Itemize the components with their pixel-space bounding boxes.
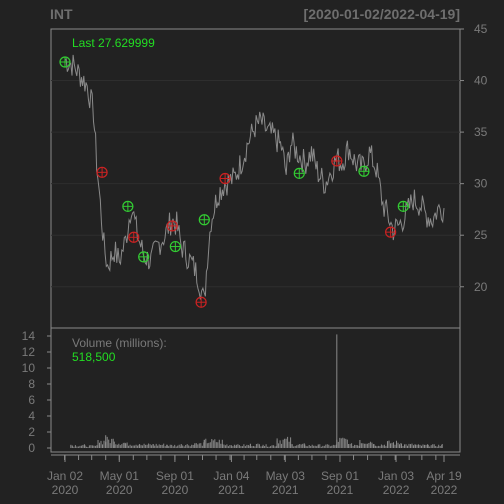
x-tick-year-label: 2020	[52, 483, 79, 497]
volume-tick-label: 2	[28, 425, 35, 439]
volume-tick-label: 0	[28, 441, 35, 455]
volume-value: 518,500	[72, 350, 116, 364]
volume-tick-label: 6	[28, 393, 35, 407]
volume-tick-label: 4	[28, 409, 35, 423]
x-tick-year-label: 2020	[162, 483, 189, 497]
volume-tick-label: 10	[22, 361, 36, 375]
price-tick-label: 25	[474, 228, 488, 242]
symbol-title: INT	[50, 6, 73, 22]
price-panel-frame	[50, 28, 461, 329]
volume-panel-frame	[50, 327, 461, 453]
volume-tick-label: 14	[22, 329, 36, 343]
x-tick-label: Sep 01	[321, 469, 359, 483]
x-tick-label: Sep 01	[156, 469, 194, 483]
x-tick-label: Jan 02	[47, 469, 83, 483]
x-tick-year-label: 2021	[218, 483, 245, 497]
price-tick-label: 45	[474, 22, 488, 36]
x-tick-label: Jan 03	[378, 469, 414, 483]
x-tick-label: Jan 04	[213, 469, 249, 483]
x-tick-year-label: 2020	[106, 483, 133, 497]
price-tick-label: 30	[474, 177, 488, 191]
price-series-line	[64, 54, 445, 300]
x-tick-year-label: 2021	[272, 483, 299, 497]
date-range-title: [2020-01-02/2022-04-19]	[303, 6, 460, 22]
x-tick-year-label: 2022	[383, 483, 410, 497]
price-tick-label: 40	[474, 74, 488, 88]
volume-base-bars	[70, 436, 443, 448]
x-tick-year-label: 2022	[431, 483, 458, 497]
last-price-label: Last 27.629999	[72, 36, 155, 50]
x-tick-label: May 03	[266, 469, 306, 483]
price-tick-label: 20	[474, 280, 488, 294]
x-tick-label: May 01	[100, 469, 140, 483]
price-tick-label: 35	[474, 125, 488, 139]
volume-tick-label: 12	[22, 345, 36, 359]
volume-label: Volume (millions):	[72, 336, 167, 350]
x-tick-year-label: 2021	[327, 483, 354, 497]
x-tick-label: Apr 19	[426, 469, 462, 483]
volume-tick-label: 8	[28, 377, 35, 391]
